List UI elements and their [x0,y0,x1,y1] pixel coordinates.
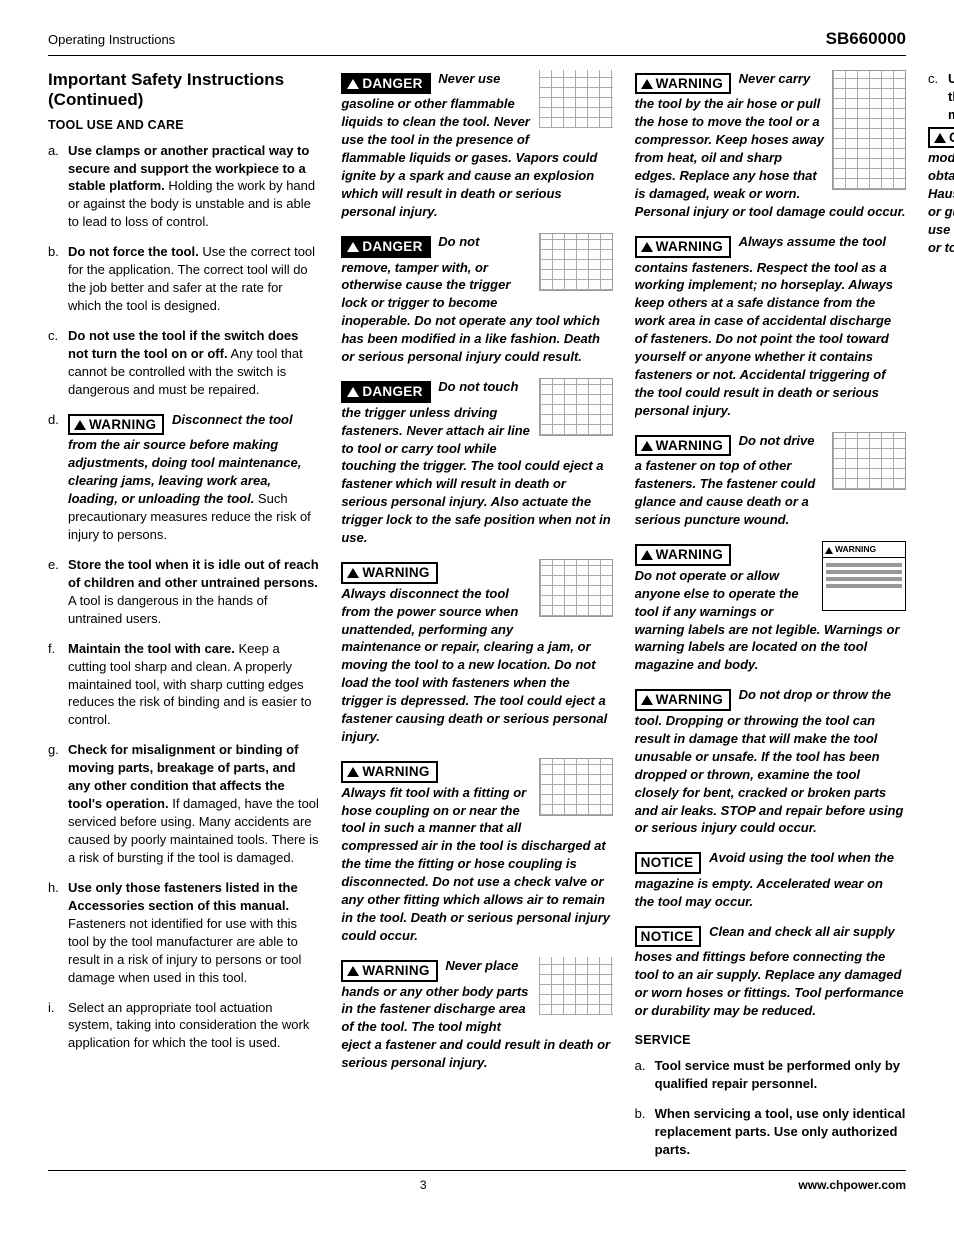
content-columns: Important Safety Instructions (Continued… [48,70,906,1160]
danger-gasoline: DANGER Never use gasoline or other flamm… [341,70,612,221]
header-left: Operating Instructions [48,31,175,49]
warning-badge: WARNING [341,761,437,783]
tool-use-a: Use clamps or another practical way to s… [48,142,319,232]
tool-use-list: Use clamps or another practical way to s… [48,142,319,1053]
warning-drop-throw: WARNING Do not drop or throw the tool. D… [635,686,906,837]
warning-badge: WARNING [635,435,731,457]
notice-badge: NOTICE [635,852,702,874]
tool-use-c: Do not use the tool if the switch does n… [48,327,319,399]
warning-fastener-on-fastener: WARNING Do not drive a fastener on top o… [635,432,906,529]
tool-use-b: Do not force the tool. Use the correct t… [48,243,319,315]
warning-disconnect: WARNING Always disconnect the tool from … [341,559,612,746]
notice-badge: NOTICE [635,926,702,948]
danger-badge: DANGER [341,73,430,95]
tool-use-i: Select an appropriate tool actuation sys… [48,999,319,1053]
service-a: Tool service must be performed only by q… [635,1057,906,1093]
tool-use-e: Store the tool when it is idle out of re… [48,556,319,628]
warning-badge: WARNING [635,544,731,566]
page-header: Operating Instructions SB660000 [48,28,906,56]
tool-diagram-icon [539,559,613,617]
warning-assume-fasteners: WARNING Always assume the tool contains … [635,233,906,420]
warning-badge: WARNING [341,960,437,982]
danger-badge: DANGER [341,381,430,403]
tool-use-heading: TOOL USE AND CARE [48,117,319,134]
footer-url: www.chpower.com [798,1177,906,1193]
warning-badge: WARNING [635,73,731,95]
warning-label-icon: WARNING [822,541,906,611]
warning-badge: WARNING [341,562,437,584]
notice-empty-mag: NOTICE Avoid using the tool when the mag… [635,849,906,910]
warning-badge: WARNING [635,236,731,258]
warning-fitting: WARNING Always fit tool with a fitting o… [341,758,612,945]
danger-trigger-lock: DANGER Do not remove, tamper with, or ot… [341,233,612,366]
prohibit-icon [539,758,613,816]
hand-icon [539,957,613,1015]
header-right: SB660000 [826,28,906,51]
compressor-icon [832,70,906,190]
service-c: Use only the lubricants supplied with th… [928,70,954,124]
tool-use-f: Maintain the tool with care. Keep a cutt… [48,640,319,730]
section-title: Important Safety Instructions (Continued… [48,70,319,111]
tool-diagram-icon [539,378,613,436]
page-number: 3 [48,1177,798,1193]
danger-badge: DANGER [341,236,430,258]
warning-badge: WARNING [68,414,164,436]
nail-stack-icon [832,432,906,490]
service-heading: SERVICE [635,1032,906,1049]
flame-icon [539,70,613,128]
warning-badge: WARNING [635,689,731,711]
warning-hands: WARNING Never place hands or any other b… [341,957,612,1072]
tool-use-g: Check for misalignment or binding of mov… [48,741,319,867]
service-b: When servicing a tool, use only identica… [635,1105,906,1159]
warning-labels-legible: WARNING WARNING Do not operate or allow … [635,541,906,674]
warning-carry-hose: WARNING Never carry the tool by the air … [635,70,906,221]
caution-modifications: CAUTION Do not make any modifications to… [928,124,954,257]
notice-hoses: NOTICE Clean and check all air supply ho… [635,923,906,1020]
page-footer: 3 www.chpower.com [48,1171,906,1193]
tool-diagram-icon [539,233,613,291]
caution-badge: CAUTION [928,127,954,149]
danger-trigger-touch: DANGER Do not touch the trigger unless d… [341,378,612,547]
tool-use-h: Use only those fasteners listed in the A… [48,879,319,987]
tool-use-d: WARNING Disconnect the tool from the air… [48,411,319,544]
